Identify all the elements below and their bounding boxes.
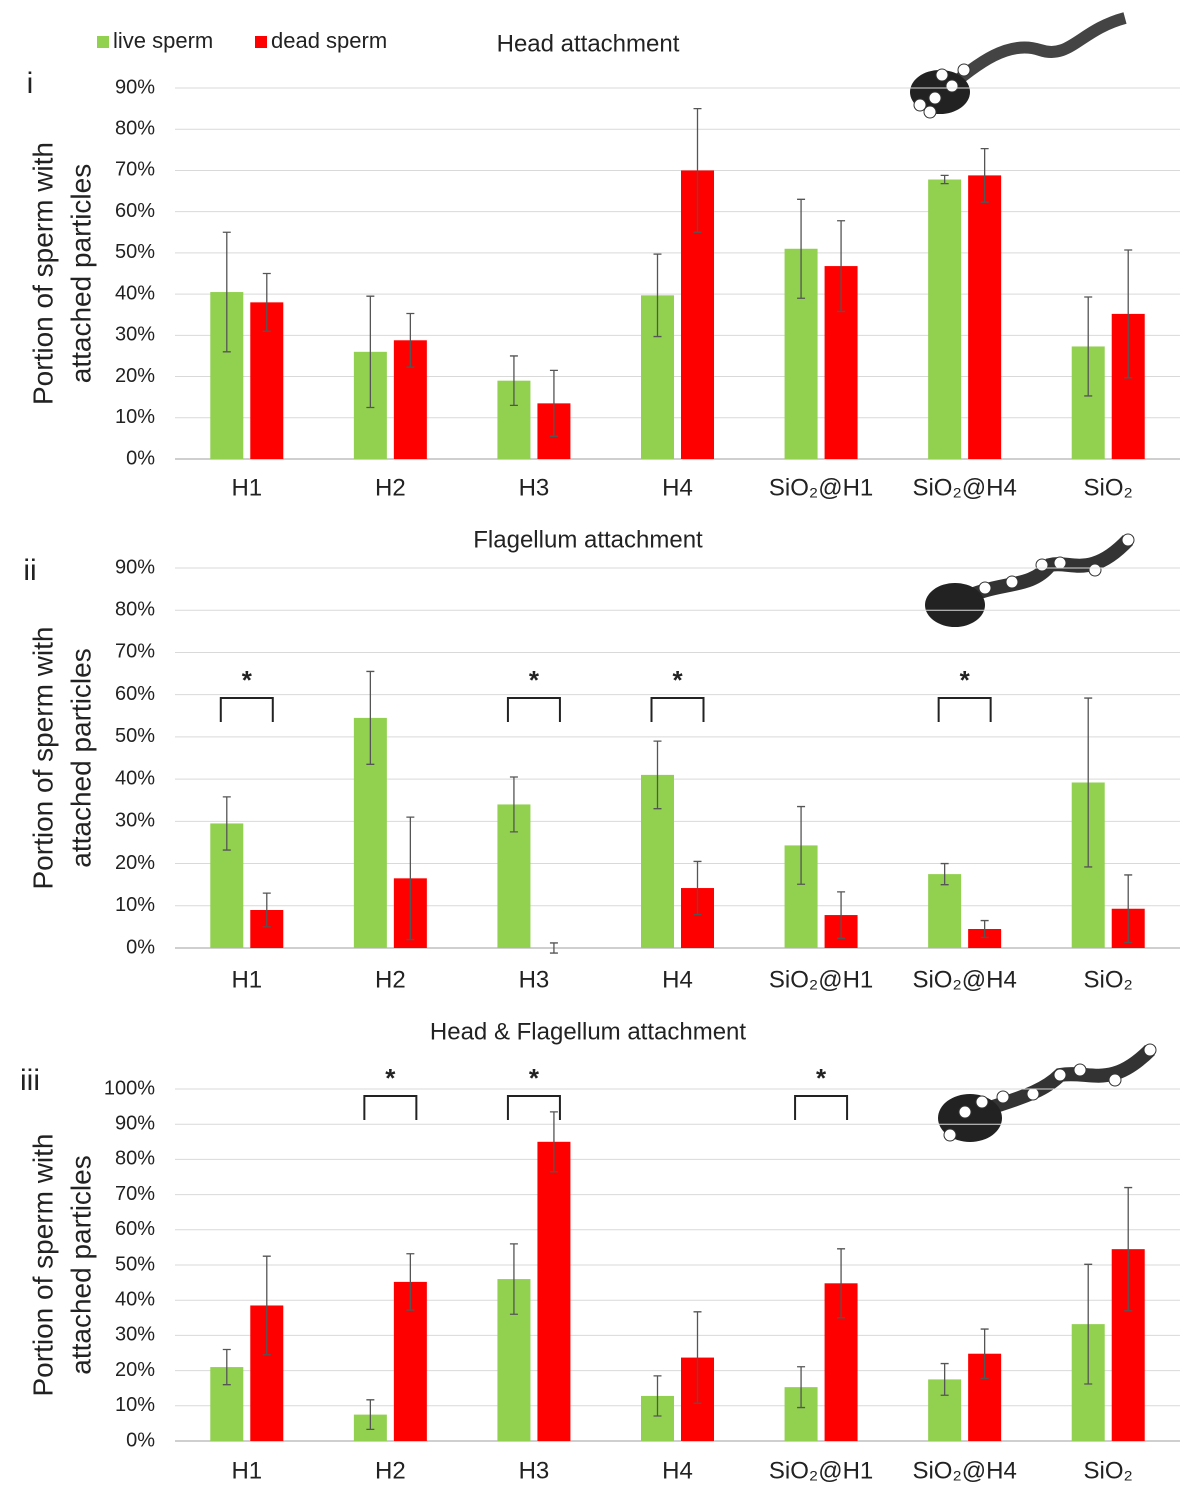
chart-title: Head attachment <box>497 30 680 57</box>
legend-swatch <box>255 36 267 48</box>
y-tick-label: 80% <box>115 1148 155 1170</box>
bar <box>968 175 1001 459</box>
chart-title: Head & Flagellum attachment <box>430 1018 746 1045</box>
x-tick-label: H4 <box>662 1457 693 1484</box>
x-tick-label: H4 <box>662 966 693 993</box>
x-tick-label: H2 <box>375 474 406 501</box>
x-tick-label: SiO₂@H4 <box>912 474 1016 501</box>
y-tick-label: 10% <box>115 1394 155 1416</box>
y-tick-label: 70% <box>115 159 155 181</box>
x-tick-label: SiO₂ <box>1084 474 1133 501</box>
y-axis-label: attached particles <box>65 1155 96 1374</box>
significance-bracket <box>939 698 991 722</box>
y-tick-label: 70% <box>115 1183 155 1205</box>
x-tick-label: SiO₂@H1 <box>769 966 873 993</box>
x-tick-label: H1 <box>231 474 262 501</box>
y-tick-label: 30% <box>115 1324 155 1346</box>
y-tick-label: 20% <box>115 852 155 874</box>
y-tick-label: 50% <box>115 241 155 263</box>
x-tick-label: H3 <box>519 1457 550 1484</box>
y-axis-label: Portion of sperm with <box>27 627 58 890</box>
bar <box>537 1142 570 1441</box>
significance-star: * <box>816 1063 827 1093</box>
x-tick-label: H1 <box>231 966 262 993</box>
significance-bracket <box>221 698 273 722</box>
y-axis-label: attached particles <box>65 164 96 383</box>
x-tick-label: SiO₂@H1 <box>769 1457 873 1484</box>
y-tick-label: 80% <box>115 118 155 140</box>
y-tick-label: 20% <box>115 365 155 387</box>
y-tick-label: 30% <box>115 324 155 346</box>
significance-star: * <box>385 1063 396 1093</box>
x-tick-label: H2 <box>375 1457 406 1484</box>
sperm-illustration <box>910 18 1125 118</box>
y-tick-label: 0% <box>126 447 155 469</box>
y-tick-label: 80% <box>115 599 155 621</box>
legend-swatch <box>97 36 109 48</box>
y-axis-label: attached particles <box>65 648 96 867</box>
y-tick-label: 40% <box>115 767 155 789</box>
significance-bracket <box>364 1096 416 1120</box>
significance-star: * <box>529 1063 540 1093</box>
x-tick-label: SiO₂ <box>1084 1457 1133 1484</box>
y-tick-label: 40% <box>115 282 155 304</box>
significance-star: * <box>529 665 540 695</box>
y-tick-label: 0% <box>126 936 155 958</box>
y-tick-label: 10% <box>115 406 155 428</box>
chart-title: Flagellum attachment <box>473 526 703 553</box>
y-tick-label: 0% <box>126 1429 155 1451</box>
x-tick-label: SiO₂@H1 <box>769 474 873 501</box>
y-tick-label: 40% <box>115 1288 155 1310</box>
x-tick-label: SiO₂@H4 <box>912 966 1016 993</box>
y-tick-label: 60% <box>115 1218 155 1240</box>
sperm-illustration <box>925 534 1134 627</box>
legend-label: live sperm <box>113 28 213 53</box>
y-tick-label: 50% <box>115 725 155 747</box>
significance-star: * <box>960 665 971 695</box>
legend-label: dead sperm <box>271 28 387 53</box>
y-axis-label: Portion of sperm with <box>27 142 58 405</box>
significance-bracket <box>795 1096 847 1120</box>
chart: Head attachmentiPortion of sperm withatt… <box>0 0 1201 1488</box>
x-tick-label: H3 <box>519 966 550 993</box>
x-tick-label: H2 <box>375 966 406 993</box>
significance-star: * <box>672 665 683 695</box>
y-tick-label: 90% <box>115 556 155 578</box>
y-tick-label: 90% <box>115 76 155 98</box>
y-tick-label: 50% <box>115 1253 155 1275</box>
y-tick-label: 10% <box>115 894 155 916</box>
y-tick-label: 70% <box>115 641 155 663</box>
y-tick-label: 20% <box>115 1359 155 1381</box>
y-tick-label: 100% <box>104 1077 155 1099</box>
x-tick-label: SiO₂@H4 <box>912 1457 1016 1484</box>
y-tick-label: 90% <box>115 1112 155 1134</box>
x-tick-label: H4 <box>662 474 693 501</box>
significance-bracket <box>508 1096 560 1120</box>
x-tick-label: H3 <box>519 474 550 501</box>
y-tick-label: 30% <box>115 810 155 832</box>
significance-bracket <box>652 698 704 722</box>
significance-bracket <box>508 698 560 722</box>
panel-label: iii <box>20 1064 40 1097</box>
sperm-illustration <box>938 1044 1156 1142</box>
x-tick-label: H1 <box>231 1457 262 1484</box>
y-tick-label: 60% <box>115 200 155 222</box>
significance-star: * <box>242 665 253 695</box>
panel-label: i <box>27 67 34 100</box>
y-axis-label: Portion of sperm with <box>27 1134 58 1397</box>
bar <box>928 180 961 459</box>
x-tick-label: SiO₂ <box>1084 966 1133 993</box>
panel-label: ii <box>23 554 36 587</box>
y-tick-label: 60% <box>115 683 155 705</box>
